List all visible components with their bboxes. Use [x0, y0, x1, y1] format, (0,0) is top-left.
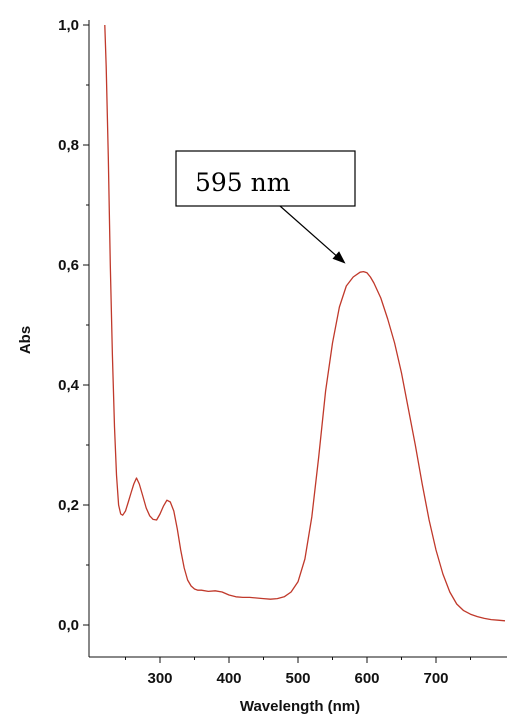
y-tick-label-0: 0,0 — [58, 617, 79, 634]
annotation-box — [175, 150, 356, 207]
y-tick-label-4: 0,8 — [58, 137, 79, 154]
annotation-text: 595 nm — [195, 168, 291, 197]
x-tick-label-300: 300 — [147, 670, 172, 687]
y-tick-label-2: 0,4 — [58, 377, 80, 394]
annotation: 595 nm — [175, 150, 356, 264]
x-ticks: 300 400 500 600 700 — [125, 657, 471, 687]
y-axis-label: Abs — [17, 326, 34, 354]
y-tick-label-3: 0,6 — [58, 257, 79, 274]
x-tick-label-400: 400 — [216, 670, 241, 687]
x-tick-label-700: 700 — [423, 670, 448, 687]
series-line-0 — [104, 24, 506, 622]
y-tick-label-1: 0,2 — [58, 497, 79, 514]
y-ticks: 0,0 0,2 0,4 0,6 0,8 1,0 — [58, 17, 89, 634]
x-tick-label-600: 600 — [354, 670, 379, 687]
x-tick-label-500: 500 — [285, 670, 310, 687]
x-axis-label: Wavelength (nm) — [240, 698, 360, 715]
annotation-arrow — [279, 205, 340, 260]
y-tick-label-5: 1,0 — [58, 17, 79, 34]
annotation-arrowhead — [332, 251, 346, 264]
series-group — [104, 24, 506, 622]
